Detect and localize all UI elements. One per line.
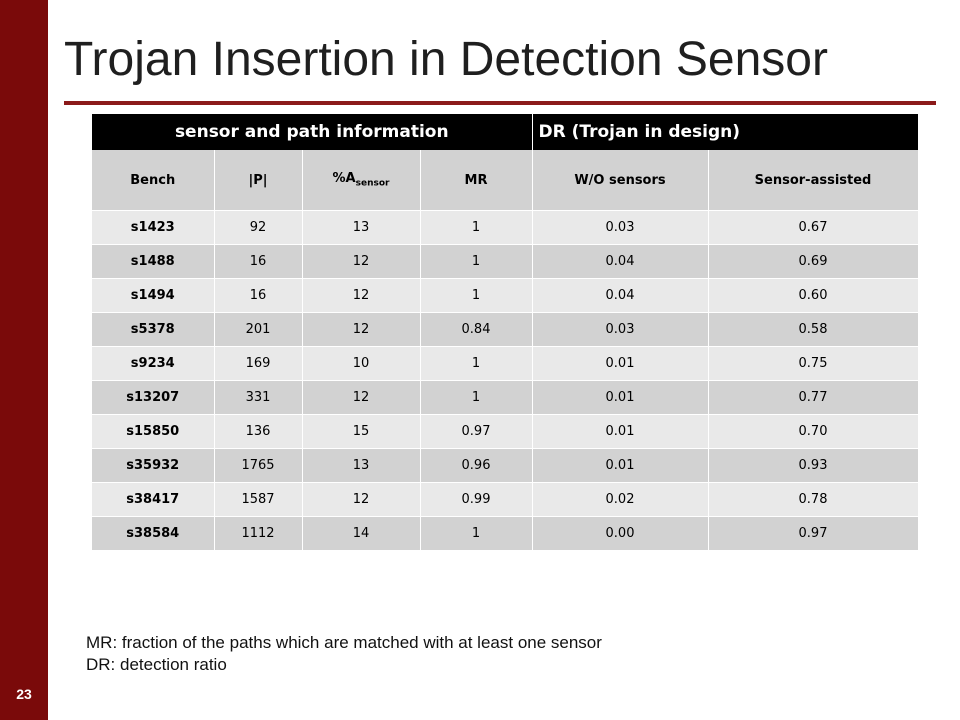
cell-wo-sensors: 0.03 bbox=[532, 210, 709, 245]
cell-paths: 201 bbox=[214, 312, 303, 347]
cell-wo-sensors: 0.04 bbox=[532, 244, 709, 279]
cell-sensor-assisted: 0.70 bbox=[708, 414, 919, 449]
table-row: s15850 136 15 0.97 0.01 0.70 bbox=[92, 414, 919, 449]
cell-area: 12 bbox=[302, 244, 421, 279]
cell-wo-sensors: 0.03 bbox=[532, 312, 709, 347]
cell-paths: 16 bbox=[214, 278, 303, 313]
cell-bench: s35932 bbox=[92, 448, 215, 483]
cell-sensor-assisted: 0.75 bbox=[708, 346, 919, 381]
footnotes: MR: fraction of the paths which are matc… bbox=[86, 632, 602, 676]
table-column-header-row: Bench |P| %Asensor MR W/O sensors Sensor… bbox=[92, 150, 919, 211]
table-row: s9234 169 10 1 0.01 0.75 bbox=[92, 346, 919, 381]
cell-mr: 1 bbox=[420, 278, 533, 313]
group-header-sensor-path: sensor and path information bbox=[92, 114, 533, 150]
cell-sensor-assisted: 0.78 bbox=[708, 482, 919, 517]
cell-wo-sensors: 0.01 bbox=[532, 414, 709, 449]
cell-paths: 1587 bbox=[214, 482, 303, 517]
cell-sensor-assisted: 0.93 bbox=[708, 448, 919, 483]
table-row: s13207 331 12 1 0.01 0.77 bbox=[92, 380, 919, 415]
cell-area: 12 bbox=[302, 278, 421, 313]
cell-bench: s1423 bbox=[92, 210, 215, 245]
table-row: s35932 1765 13 0.96 0.01 0.93 bbox=[92, 448, 919, 483]
column-header-mr: MR bbox=[420, 150, 533, 211]
cell-bench: s5378 bbox=[92, 312, 215, 347]
cell-paths: 1112 bbox=[214, 516, 303, 550]
cell-wo-sensors: 0.01 bbox=[532, 448, 709, 483]
cell-mr: 0.97 bbox=[420, 414, 533, 449]
cell-sensor-assisted: 0.58 bbox=[708, 312, 919, 347]
cell-mr: 1 bbox=[420, 516, 533, 550]
cell-bench: s1488 bbox=[92, 244, 215, 279]
cell-area: 12 bbox=[302, 380, 421, 415]
column-header-wo-sensors: W/O sensors bbox=[532, 150, 709, 211]
column-header-area-sensor: %Asensor bbox=[302, 150, 421, 211]
cell-paths: 16 bbox=[214, 244, 303, 279]
results-table: sensor and path information DR (Trojan i… bbox=[92, 114, 919, 550]
cell-wo-sensors: 0.01 bbox=[532, 346, 709, 381]
cell-area: 15 bbox=[302, 414, 421, 449]
cell-area: 13 bbox=[302, 448, 421, 483]
cell-bench: s9234 bbox=[92, 346, 215, 381]
cell-mr: 0.99 bbox=[420, 482, 533, 517]
cell-sensor-assisted: 0.69 bbox=[708, 244, 919, 279]
cell-area: 13 bbox=[302, 210, 421, 245]
cell-bench: s38417 bbox=[92, 482, 215, 517]
table-row: s1423 92 13 1 0.03 0.67 bbox=[92, 210, 919, 245]
cell-area: 12 bbox=[302, 482, 421, 517]
area-prefix: %A bbox=[332, 171, 356, 187]
cell-bench: s1494 bbox=[92, 278, 215, 313]
cell-bench: s13207 bbox=[92, 380, 215, 415]
cell-paths: 92 bbox=[214, 210, 303, 245]
cell-bench: s15850 bbox=[92, 414, 215, 449]
cell-wo-sensors: 0.02 bbox=[532, 482, 709, 517]
cell-area: 14 bbox=[302, 516, 421, 550]
cell-sensor-assisted: 0.77 bbox=[708, 380, 919, 415]
cell-paths: 1765 bbox=[214, 448, 303, 483]
cell-bench: s38584 bbox=[92, 516, 215, 550]
cell-paths: 169 bbox=[214, 346, 303, 381]
area-subscript: sensor bbox=[355, 178, 390, 189]
table-row: s1494 16 12 1 0.04 0.60 bbox=[92, 278, 919, 313]
table-row: s1488 16 12 1 0.04 0.69 bbox=[92, 244, 919, 279]
table-row: s38417 1587 12 0.99 0.02 0.78 bbox=[92, 482, 919, 517]
column-header-bench: Bench bbox=[92, 150, 215, 211]
column-header-paths: |P| bbox=[214, 150, 303, 211]
table-row: s5378 201 12 0.84 0.03 0.58 bbox=[92, 312, 919, 347]
cell-sensor-assisted: 0.97 bbox=[708, 516, 919, 550]
table-group-header-row: sensor and path information DR (Trojan i… bbox=[92, 114, 919, 150]
cell-sensor-assisted: 0.60 bbox=[708, 278, 919, 313]
column-header-sensor-assisted: Sensor-assisted bbox=[708, 150, 919, 211]
cell-mr: 1 bbox=[420, 380, 533, 415]
slide-number: 23 bbox=[16, 686, 32, 702]
cell-mr: 1 bbox=[420, 346, 533, 381]
cell-area: 12 bbox=[302, 312, 421, 347]
cell-sensor-assisted: 0.67 bbox=[708, 210, 919, 245]
cell-area: 10 bbox=[302, 346, 421, 381]
table-row: s38584 1112 14 1 0.00 0.97 bbox=[92, 516, 919, 550]
note-dr-definition: DR: detection ratio bbox=[86, 655, 227, 674]
group-header-detection-ratio: DR (Trojan in design) bbox=[532, 114, 919, 150]
cell-mr: 0.96 bbox=[420, 448, 533, 483]
cell-mr: 0.84 bbox=[420, 312, 533, 347]
cell-paths: 136 bbox=[214, 414, 303, 449]
cell-paths: 331 bbox=[214, 380, 303, 415]
title-underline bbox=[64, 101, 936, 105]
cell-mr: 1 bbox=[420, 244, 533, 279]
cell-wo-sensors: 0.01 bbox=[532, 380, 709, 415]
cell-wo-sensors: 0.00 bbox=[532, 516, 709, 550]
cell-wo-sensors: 0.04 bbox=[532, 278, 709, 313]
note-mr-definition: MR: fraction of the paths which are matc… bbox=[86, 633, 602, 652]
cell-mr: 1 bbox=[420, 210, 533, 245]
slide-title: Trojan Insertion in Detection Sensor bbox=[64, 33, 828, 86]
left-accent-bar bbox=[0, 0, 48, 720]
